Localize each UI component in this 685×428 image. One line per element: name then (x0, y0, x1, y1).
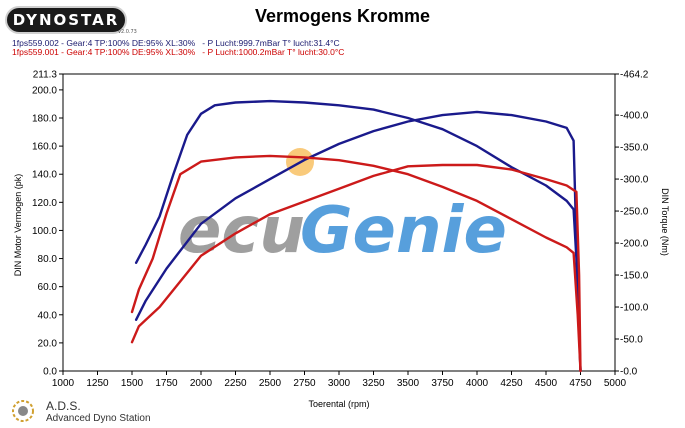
y-left-tick-label: 0.0 (43, 367, 57, 378)
x-tick-label: 4250 (500, 378, 523, 389)
ads-full-name: Advanced Dyno Station (46, 413, 151, 424)
series-line-run1-power (134, 99, 582, 373)
x-tick-label: 1750 (155, 378, 178, 389)
series-line-run1-torque (134, 110, 582, 373)
y-left-tick-label: 40.0 (38, 310, 58, 321)
watermark-text-right: Genie (300, 194, 507, 268)
y-left-tick-label: 180.0 (32, 113, 57, 124)
x-tick-label: 2250 (224, 378, 247, 389)
series-group (130, 99, 582, 373)
x-tick-label: 5000 (604, 378, 627, 389)
x-tick-label: 4750 (569, 378, 592, 389)
y-left-tick-label: 20.0 (38, 338, 58, 349)
y-right-tick-label: -300.0 (620, 175, 649, 186)
series-line-run2-power (130, 154, 582, 373)
y-left-tick-label: 60.0 (38, 282, 58, 293)
x-tick-label: 1250 (86, 378, 109, 389)
logo-version: v2.0.73 (118, 29, 137, 35)
run2-info: 1fps559.001 - Gear:4 TP:100% DE:95% XL:3… (12, 47, 345, 57)
y-right-tick-label: -50.0 (620, 335, 643, 346)
x-tick-label: 4500 (535, 378, 558, 389)
y-axis-left-label: DIN Motor Vermogen (pk) (13, 174, 23, 277)
chart-title: Vermogens Kromme (254, 6, 431, 26)
y-left-tick-label: 211.3 (33, 70, 58, 81)
x-tick-label: 4000 (466, 378, 489, 389)
x-tick-label: 2750 (293, 378, 316, 389)
y-right-tick-label: -464.2 (620, 70, 649, 81)
y-right-tick-label: -350.0 (620, 143, 649, 154)
x-tick-label: 3000 (328, 378, 351, 389)
y-right-tick-label: -250.0 (620, 207, 649, 218)
x-tick-label: 2000 (190, 378, 213, 389)
y-right-tick-label: -100.0 (620, 303, 649, 314)
x-axis: 1000 1250 1500 1750 2000 2250 2500 2750 3000 3250… (52, 371, 627, 389)
y-left-tick-label: 80.0 (38, 254, 58, 265)
y-left-tick-label: 140.0 (32, 170, 57, 181)
ads-logo-icon (12, 400, 34, 422)
x-tick-label: 1000 (52, 378, 75, 389)
x-tick-label: 3500 (397, 378, 420, 389)
y-left-tick-label: 100.0 (32, 226, 57, 237)
x-tick-label: 3250 (362, 378, 385, 389)
y-left-tick-label: 120.0 (32, 198, 57, 209)
y-axis-right: -0.0 -50.0 -100.0 -150.0 -200.0 -250.0 -300.0 -… (615, 70, 649, 378)
run1-info: 1fps559.002 - Gear:4 TP:100% DE:95% XL:3… (12, 38, 340, 48)
dynostar-logo: DYNOSTAR (5, 6, 127, 34)
logo-text: DYNOSTAR (12, 11, 120, 29)
x-axis-label: Toerental (rpm) (308, 399, 369, 409)
x-tick-label: 2500 (259, 378, 282, 389)
series-line-run2-torque (130, 163, 582, 373)
ads-name: A.D.S. (46, 399, 81, 413)
y-right-tick-label: -200.0 (620, 239, 649, 250)
x-tick-label: 1500 (121, 378, 144, 389)
x-tick-label: 3750 (431, 378, 454, 389)
y-left-tick-label: 200.0 (32, 85, 57, 96)
y-right-tick-label: -150.0 (620, 271, 649, 282)
y-axis-right-label: DIN Torque (Nm) (660, 188, 670, 256)
ecugenie-watermark: ecu Genie (178, 148, 507, 268)
y-right-tick-label: -400.0 (620, 111, 649, 122)
y-right-tick-label: -0.0 (620, 367, 638, 378)
y-axis-left: 0.0 20.0 40.0 60.0 80.0 100.0 120.0 140.0 160.0 1… (32, 70, 63, 378)
y-left-tick-label: 160.0 (32, 142, 57, 153)
